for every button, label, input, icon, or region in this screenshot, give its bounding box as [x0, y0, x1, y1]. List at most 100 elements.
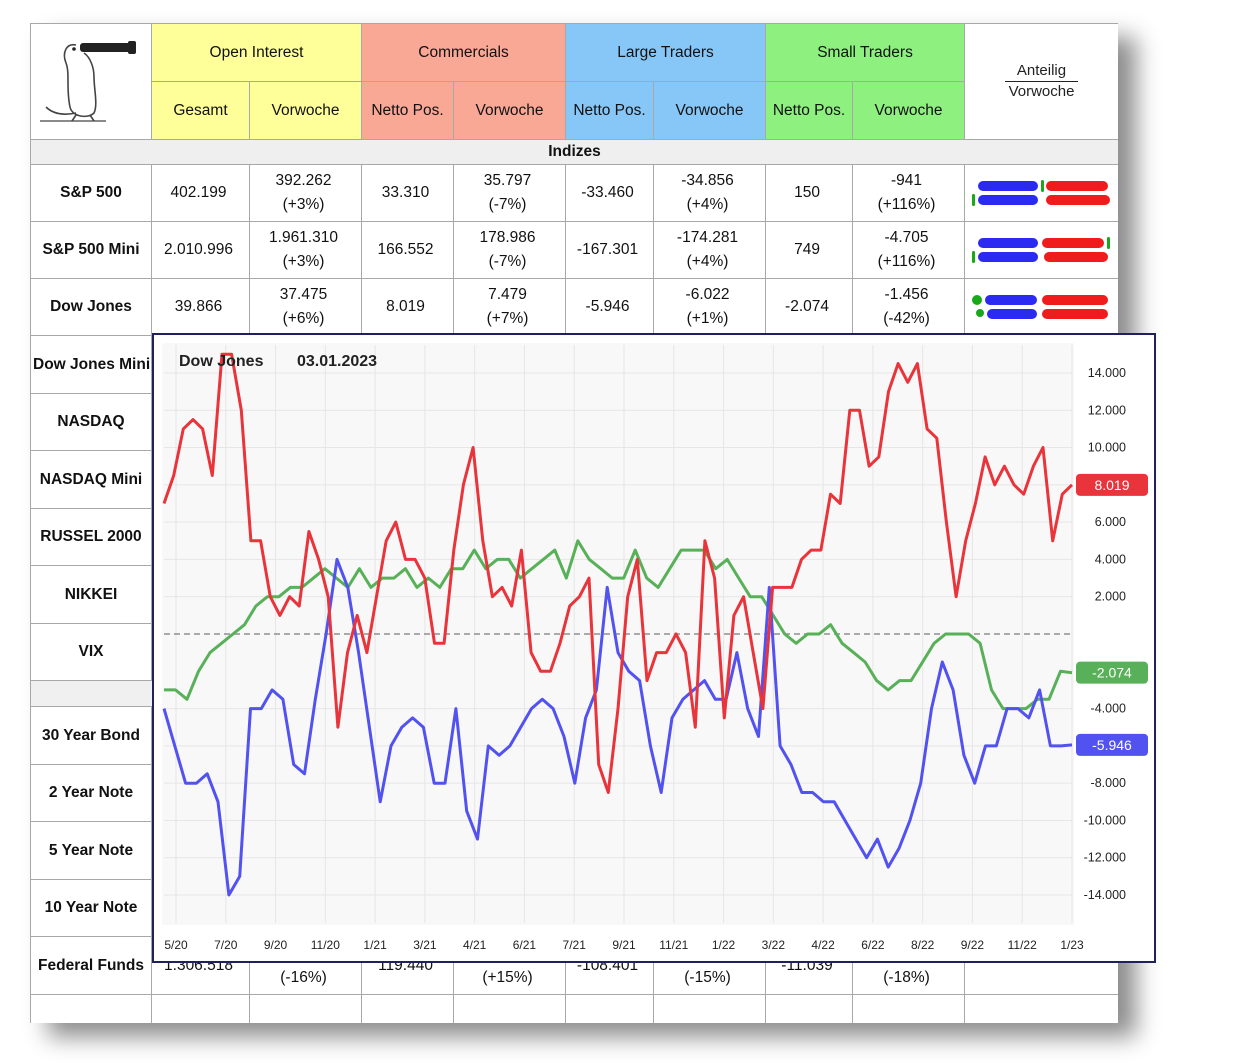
table-row[interactable]: S&P 500 402.199 392.262 (+3%) 33.310 35.7… — [30, 164, 1118, 222]
hdr-anteilig: Anteilig Vorwoche — [964, 23, 1118, 140]
x-tick-label: 1/22 — [712, 938, 736, 952]
oi-gesamt: 2.010.996 — [151, 221, 250, 279]
row-label[interactable]: Dow Jones Mini — [30, 335, 152, 394]
hdr-large-vorwoche: Vorwoche — [653, 81, 767, 140]
small-change: (+116%) — [877, 196, 936, 213]
label-layer: -2.074 -5.946 8.019 — [1076, 473, 1148, 756]
comm-vorwoche: 178.986 (-7%) — [453, 221, 567, 279]
comm-prev: 178.986 — [479, 229, 536, 246]
hdr-small-vorwoche: Vorwoche — [852, 81, 966, 140]
row-label[interactable]: NIKKEI — [30, 565, 152, 624]
table-row[interactable]: S&P 500 Mini 2.010.996 1.961.310 (+3%) 16… — [30, 221, 1118, 279]
chart-popup[interactable]: 5/20 7/20 9/20 11/20 1/21 3/21 4/21 6/21 7/21 9/2… — [152, 333, 1156, 963]
large-prev: -34.856 — [681, 172, 734, 189]
x-tick-label: 11/20 — [311, 938, 340, 952]
comm-prev: 7.479 — [488, 286, 527, 303]
small-change: (-18%) — [883, 968, 930, 986]
comm-netto: 166.552 — [361, 221, 455, 279]
small-prev: -941 — [891, 172, 923, 189]
y-tick-label: 14.000 — [1088, 366, 1126, 380]
comm-netto: 8.019 — [361, 278, 455, 336]
oi-gesamt: 39.866 — [151, 278, 250, 336]
small-prev: -1.456 — [884, 286, 929, 303]
row-label[interactable]: S&P 500 Mini — [30, 221, 152, 279]
small-netto: 749 — [765, 221, 854, 279]
small-last-value-badge: -2.074 — [1076, 661, 1148, 684]
series-layer — [162, 352, 1074, 897]
hdr-large-netto: Netto Pos. — [565, 81, 655, 140]
row-label[interactable]: Dow Jones — [30, 278, 152, 336]
small-last-value: -2.074 — [1092, 665, 1132, 681]
marmot-logo — [40, 41, 136, 122]
y-tick-label: 2.000 — [1095, 590, 1126, 604]
hdr-oi-vorwoche: Vorwoche — [248, 81, 363, 140]
row-label[interactable]: S&P 500 — [30, 164, 152, 222]
x-tick-label: 6/21 — [513, 938, 537, 952]
y-tick-label: -12.000 — [1084, 851, 1126, 865]
anteilig-bars — [964, 221, 1118, 279]
oi-prev: 1.961.310 — [269, 229, 338, 246]
hdr-comm-vorwoche: Vorwoche — [453, 81, 567, 140]
logo-cell — [30, 23, 152, 140]
row-label[interactable]: Federal Funds — [30, 936, 152, 995]
small-vorwoche: -1.456 (-42%) — [852, 278, 966, 336]
hdr-oi-gesamt: Gesamt — [151, 81, 250, 140]
table-row[interactable]: Dow Jones 39.866 37.475 (+6%) 8.019 7.479… — [30, 278, 1118, 336]
anteilig-bars — [964, 164, 1118, 222]
row-label[interactable]: 2 Year Note — [30, 764, 152, 822]
x-tick-label: 1/23 — [1060, 938, 1084, 952]
large-change: (+4%) — [686, 253, 729, 270]
row-label[interactable]: VIX — [30, 623, 152, 681]
small-share-tick — [1040, 180, 1044, 192]
row-label[interactable]: RUSSEL 2000 — [30, 508, 152, 566]
small-change: (+116%) — [877, 253, 936, 270]
x-tick-label: 1/21 — [363, 938, 387, 952]
small-prev: -4.705 — [884, 229, 929, 246]
comm-vorwoche: 7.479 (+7%) — [453, 278, 567, 336]
y-tick-label: 12.000 — [1088, 403, 1126, 417]
y-tick-label: -8.000 — [1091, 776, 1126, 790]
x-tick-label: 3/21 — [413, 938, 437, 952]
small-share-dot — [971, 295, 982, 305]
large-line — [162, 557, 1073, 897]
large-vorwoche: -6.022 (+1%) — [653, 278, 767, 336]
small-netto: -2.074 — [765, 278, 854, 336]
row-label[interactable]: 30 Year Bond — [30, 706, 152, 765]
large-change: (-15%) — [684, 968, 731, 986]
comm-share-bar — [1041, 238, 1104, 248]
x-tick-label: 7/21 — [563, 938, 587, 952]
oi-change: (+3%) — [282, 253, 325, 270]
row-label[interactable]: 5 Year Note — [30, 821, 152, 880]
row-label[interactable]: NASDAQ — [30, 393, 152, 451]
x-tick-label: 3/22 — [762, 938, 786, 952]
large-change: (+4%) — [686, 196, 729, 213]
row-label[interactable]: NASDAQ Mini — [30, 450, 152, 509]
comm-change: (+7%) — [486, 310, 529, 327]
commercials-last-value: 8.019 — [1094, 477, 1129, 493]
x-tick-label: 6/22 — [861, 938, 885, 952]
row-label[interactable]: 10 Year Note — [30, 879, 152, 937]
y-tick-label: 4.000 — [1095, 552, 1126, 566]
oi-change: (-16%) — [280, 968, 327, 986]
section-indizes: Indizes — [30, 139, 1118, 165]
small-change: (-42%) — [883, 310, 930, 327]
x-tick-label: 4/22 — [811, 938, 835, 952]
large-share-bar — [977, 195, 1038, 205]
x-tick-label: 8/22 — [911, 938, 935, 952]
oi-vorwoche: 37.475 (+6%) — [248, 278, 363, 336]
comm-prev: 35.797 — [483, 172, 532, 189]
comm-share-bar — [1045, 195, 1110, 205]
large-share-bar — [986, 309, 1037, 319]
x-tick-label: 11/22 — [1008, 938, 1037, 952]
x-tick-label: 9/21 — [612, 938, 636, 952]
comm-share-bar — [1045, 181, 1108, 191]
y-tick-label: -14.000 — [1084, 888, 1126, 902]
large-netto: -5.946 — [565, 278, 655, 336]
anteilig-vorwoche-label: Vorwoche — [1008, 83, 1075, 100]
comm-share-bar — [1041, 309, 1108, 319]
comm-share-bar — [1043, 252, 1108, 262]
small-share-tick — [1106, 237, 1110, 249]
oi-change: (+3%) — [282, 196, 325, 213]
small-netto: 150 — [765, 164, 854, 222]
chart-date: 03.01.2023 — [297, 353, 377, 370]
